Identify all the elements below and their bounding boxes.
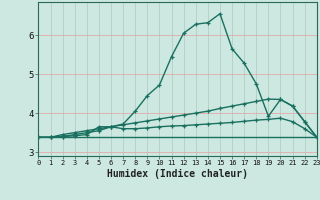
X-axis label: Humidex (Indice chaleur): Humidex (Indice chaleur) <box>107 169 248 179</box>
